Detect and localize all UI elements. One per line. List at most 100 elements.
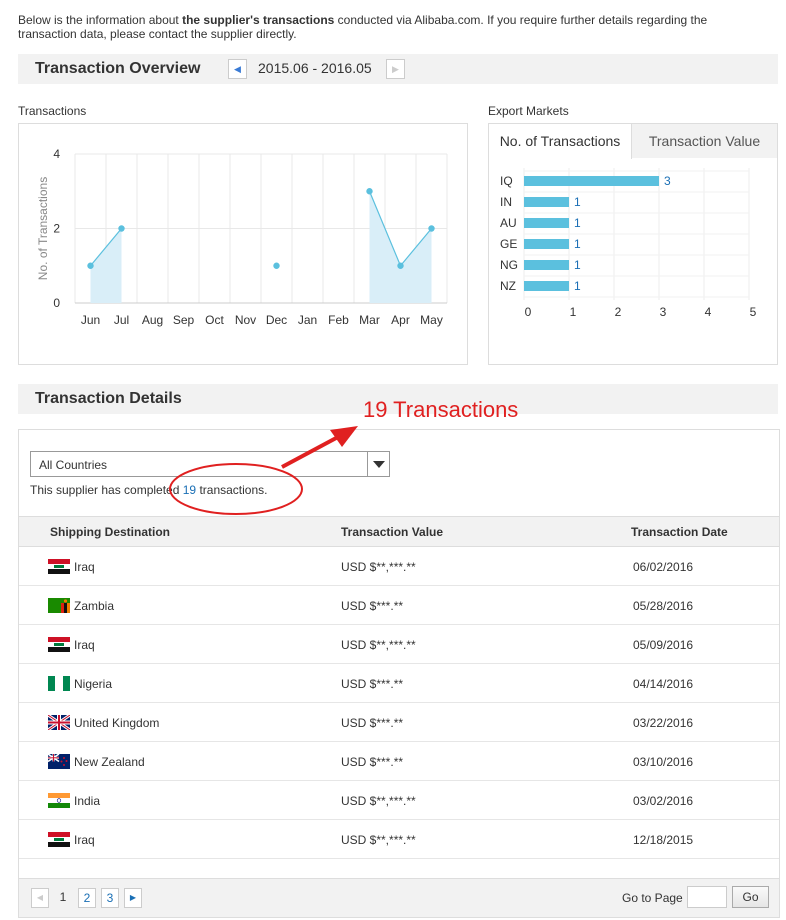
bar — [524, 260, 569, 270]
page-1[interactable]: 1 — [59, 890, 67, 904]
bar — [524, 197, 569, 207]
goto-page-input[interactable] — [687, 886, 727, 908]
bar-value-label: 1 — [574, 195, 581, 209]
bar-value-label: 1 — [574, 216, 581, 230]
bar-value-label: 3 — [664, 174, 671, 188]
row-country: United Kingdom — [74, 716, 160, 730]
x-tick-label: 1 — [570, 305, 577, 319]
category-label: NG — [500, 258, 518, 272]
category-label: IQ — [500, 174, 513, 188]
row-date: 05/28/2016 — [633, 599, 694, 613]
table-row: Iraq USD $**,***.** 12/18/2015 — [19, 820, 779, 859]
export-markets-label: Export Markets — [488, 104, 569, 118]
overview-title: Transaction Overview — [35, 60, 201, 77]
y-tick-label: 2 — [53, 222, 60, 236]
row-date: 03/22/2016 — [633, 716, 694, 730]
series-area — [369, 191, 432, 303]
transactions-label: Transactions — [18, 104, 87, 118]
country-filter-select[interactable]: All Countries — [30, 451, 390, 477]
series-line — [90, 228, 122, 267]
row-country: India — [74, 794, 101, 808]
transactions-chart-panel: 0 2 4 No. of Transactions Jun Jul Aug Sep Oct Nov… — [18, 123, 468, 365]
row-country: Iraq — [74, 833, 95, 847]
completed-text: This supplier has completed 19 transacti… — [30, 483, 267, 497]
period-next-button[interactable]: ▶ — [386, 59, 405, 79]
iraq-flag-icon — [48, 559, 70, 574]
overview-header: Transaction Overview ◀ 2015.06 - 2016.05… — [18, 54, 778, 84]
y-tick-label: 0 — [53, 296, 60, 310]
period-prev-button[interactable]: ◀ — [228, 59, 247, 79]
details-panel: All Countries This supplier has complete… — [18, 429, 780, 918]
data-point — [397, 262, 404, 269]
tab-no-of-transactions[interactable]: No. of Transactions — [489, 124, 632, 159]
category-label: GE — [500, 237, 517, 251]
iraq-flag-icon — [48, 832, 70, 847]
table-row: United Kingdom USD $***.** 03/22/2016 — [19, 703, 779, 742]
intro-suffix: conducted via Alibaba.com. If you requir… — [18, 13, 708, 41]
iraq-flag-icon — [48, 637, 70, 652]
table-row: Iraq USD $**,***.** 05/09/2016 — [19, 625, 779, 664]
x-tick-label: Feb — [328, 313, 349, 327]
intro-bold: the supplier's transactions — [182, 13, 335, 27]
table-row: Nigeria USD $***.** 04/14/2016 — [19, 664, 779, 703]
row-date: 06/02/2016 — [633, 560, 694, 574]
page-next-button[interactable]: ▶ — [124, 888, 142, 908]
category-label: IN — [500, 195, 512, 209]
go-button[interactable]: Go — [732, 886, 769, 908]
uk-flag-icon — [48, 715, 70, 730]
chevron-down-icon[interactable] — [367, 452, 389, 476]
row-country: New Zealand — [74, 755, 145, 769]
export-tabs: No. of Transactions Transaction Value — [489, 124, 777, 159]
x-tick-label: May — [420, 313, 443, 327]
data-point — [87, 262, 94, 269]
bar — [524, 239, 569, 249]
row-country: Iraq — [74, 638, 95, 652]
chevron-left-icon: ◀ — [234, 64, 241, 74]
country-filter-value: All Countries — [39, 458, 108, 472]
row-value: USD $**,***.** — [341, 794, 416, 808]
x-tick-label: 5 — [750, 305, 757, 319]
goto-page-label: Go to Page — [622, 891, 683, 905]
details-header: Transaction Details — [18, 384, 778, 414]
export-markets-panel: No. of Transactions Transaction Value 0 1… — [488, 123, 778, 365]
x-tick-label: Oct — [205, 313, 224, 327]
row-date: 04/14/2016 — [633, 677, 694, 691]
column-shipping-destination: Shipping Destination — [50, 525, 170, 539]
chevron-left-icon: ◀ — [36, 893, 44, 902]
intro-prefix: Below is the information about — [18, 13, 183, 27]
completed-count[interactable]: 19 — [182, 483, 197, 497]
row-date: 03/02/2016 — [633, 794, 694, 808]
y-axis-label: No. of Transactions — [36, 177, 50, 280]
table-row: Iraq USD $**,***.** 06/02/2016 — [19, 547, 779, 586]
page-prev-button[interactable]: ◀ — [31, 888, 49, 908]
page-2[interactable]: 2 — [78, 888, 96, 908]
tab-transaction-value[interactable]: Transaction Value — [632, 124, 777, 158]
x-tick-label: 2 — [615, 305, 622, 319]
x-tick-label: 3 — [660, 305, 667, 319]
bar-value-label: 1 — [574, 279, 581, 293]
table-row: India USD $**,***.** 03/02/2016 — [19, 781, 779, 820]
y-tick-label: 4 — [53, 147, 60, 161]
bar-value-label: 1 — [574, 258, 581, 272]
row-date: 05/09/2016 — [633, 638, 694, 652]
row-country: Iraq — [74, 560, 95, 574]
x-tick-label: Jun — [81, 313, 100, 327]
pagination: ◀ 1 2 3 ▶ Go to Page Go — [19, 878, 779, 917]
bar — [524, 281, 569, 291]
row-date: 03/10/2016 — [633, 755, 694, 769]
series-area — [90, 228, 122, 303]
x-tick-label: Jan — [298, 313, 317, 327]
bar — [524, 218, 569, 228]
page-3[interactable]: 3 — [101, 888, 119, 908]
table-row: New Zealand USD $***.** 03/10/2016 — [19, 742, 779, 781]
intro-text: Below is the information about the suppl… — [18, 13, 738, 41]
zambia-flag-icon — [48, 598, 70, 613]
chevron-right-icon: ▶ — [129, 893, 137, 902]
x-tick-label: Apr — [391, 313, 410, 327]
transactions-line-chart: 0 2 4 No. of Transactions Jun Jul Aug Sep Oct Nov… — [36, 147, 448, 327]
category-label: NZ — [500, 279, 516, 293]
completed-suffix: transactions. — [196, 483, 268, 497]
period-label: 2015.06 - 2016.05 — [258, 60, 372, 76]
new-zealand-flag-icon — [48, 754, 70, 769]
bar — [524, 176, 659, 186]
